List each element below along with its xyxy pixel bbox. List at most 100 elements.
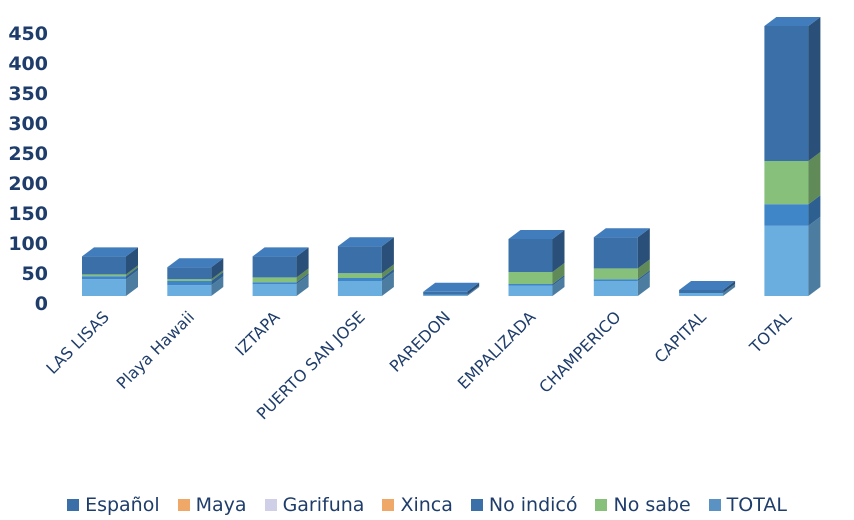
bar-segment — [423, 282, 480, 295]
bar-stack — [337, 237, 394, 296]
bar-front-face — [593, 281, 638, 296]
bar-front-face — [252, 284, 297, 296]
bar-side-face — [126, 267, 138, 280]
bar-side-face — [552, 276, 565, 296]
legend-label: Maya — [195, 494, 247, 516]
bar-side-face — [808, 152, 821, 205]
legend-label: Xinca — [400, 494, 453, 516]
bar-segment — [82, 267, 138, 280]
bar-segment — [679, 284, 736, 296]
legend-swatch — [264, 499, 277, 511]
bar-side-face — [296, 268, 309, 283]
bar-side-face — [552, 275, 565, 286]
legend-swatch — [67, 499, 80, 511]
legend-label: TOTAL — [726, 494, 787, 516]
bar-segment — [423, 285, 480, 296]
bar-top-face — [252, 247, 309, 257]
bar-segment — [167, 258, 224, 280]
stacked-bar-chart: 0 50 100 150 200 250 300 350 400 450 LAS LISAS Pla… — [8, 17, 821, 423]
bar-side-face — [637, 259, 650, 280]
bar-side-face — [381, 264, 394, 278]
x-tick-label: Playa Hawaii — [113, 307, 198, 392]
bar-segment — [508, 230, 565, 272]
bar-side-face — [552, 230, 565, 272]
bar-front-face — [167, 279, 212, 281]
bar-segment — [508, 276, 565, 296]
y-tick-label: 50 — [22, 263, 48, 285]
bar-stack — [82, 247, 138, 296]
bar-stack — [508, 230, 565, 296]
bar-segment — [508, 263, 565, 284]
bar-front-face — [593, 268, 638, 280]
bar-stack — [167, 258, 224, 296]
y-tick-label: 400 — [8, 53, 48, 75]
bar-side-face — [723, 281, 736, 293]
bar-segment — [82, 265, 138, 277]
y-axis-ticks: 0 50 100 150 200 250 300 350 400 450 — [8, 23, 48, 315]
bar-front-face — [593, 279, 638, 281]
bar-front-face — [82, 256, 126, 275]
bar-stack — [593, 228, 650, 296]
bar-side-face — [211, 276, 224, 296]
bar-front-face — [82, 274, 126, 277]
bars — [82, 17, 821, 296]
bar-side-face — [637, 228, 650, 269]
legend-swatch — [595, 499, 608, 511]
x-tick-label: CAPITAL — [651, 307, 710, 366]
bar-segment — [764, 152, 821, 205]
bar-segment — [337, 264, 394, 278]
bar-stack — [423, 282, 480, 296]
bar-side-face — [808, 17, 821, 161]
legend-swatch — [177, 499, 190, 511]
x-tick-label: TOTAL — [745, 307, 795, 357]
bar-side-face — [467, 285, 480, 296]
bar-segment — [679, 281, 736, 293]
bar-front-face — [764, 204, 809, 226]
legend-label: No indicó — [488, 494, 578, 516]
bar-front-face — [508, 284, 553, 286]
legend: Español Maya Garifuna Xinca No indicó No sabe… — [0, 490, 854, 520]
legend-label: Español — [85, 494, 160, 516]
legend-swatch — [470, 499, 483, 511]
bar-stack — [679, 281, 736, 296]
bar-front-face — [508, 285, 553, 296]
bar-segment — [252, 275, 309, 296]
bar-side-face — [296, 247, 309, 278]
bar-front-face — [764, 26, 809, 161]
legend-item: No indicó — [470, 494, 578, 516]
legend-item: Xinca — [382, 494, 453, 516]
bar-segment — [337, 237, 394, 274]
bar-side-face — [808, 195, 821, 226]
bar-side-face — [381, 237, 394, 274]
x-tick-label: EMPALIZADA — [454, 307, 540, 393]
legend-item: No sabe — [595, 494, 691, 516]
bar-side-face — [637, 270, 650, 281]
bar-top-face — [167, 258, 224, 268]
bar-segment — [167, 276, 224, 296]
x-tick-label: CHAMPERICO — [535, 307, 624, 396]
y-tick-label: 350 — [8, 83, 48, 105]
bar-front-face — [423, 291, 468, 295]
bar-front-face — [82, 276, 126, 280]
bar-side-face — [381, 269, 394, 281]
y-tick-label: 150 — [8, 203, 48, 225]
bar-segment — [252, 247, 309, 278]
bar-side-face — [126, 265, 138, 277]
x-tick-label: LAS LISAS — [42, 307, 112, 377]
bar-front-face — [508, 272, 553, 284]
bar-front-face — [167, 285, 212, 296]
bar-top-face — [764, 17, 821, 26]
y-tick-label: 250 — [8, 143, 48, 165]
bar-side-face — [211, 258, 224, 280]
bar-front-face — [337, 273, 382, 278]
bar-side-face — [723, 284, 736, 296]
bar-front-face — [423, 294, 468, 296]
bar-segment — [337, 272, 394, 296]
bar-side-face — [808, 216, 821, 296]
bar-stack — [252, 247, 309, 296]
bar-front-face — [337, 281, 382, 296]
bar-side-face — [211, 270, 224, 281]
bar-segment — [593, 228, 650, 269]
y-tick-label: 300 — [8, 113, 48, 135]
